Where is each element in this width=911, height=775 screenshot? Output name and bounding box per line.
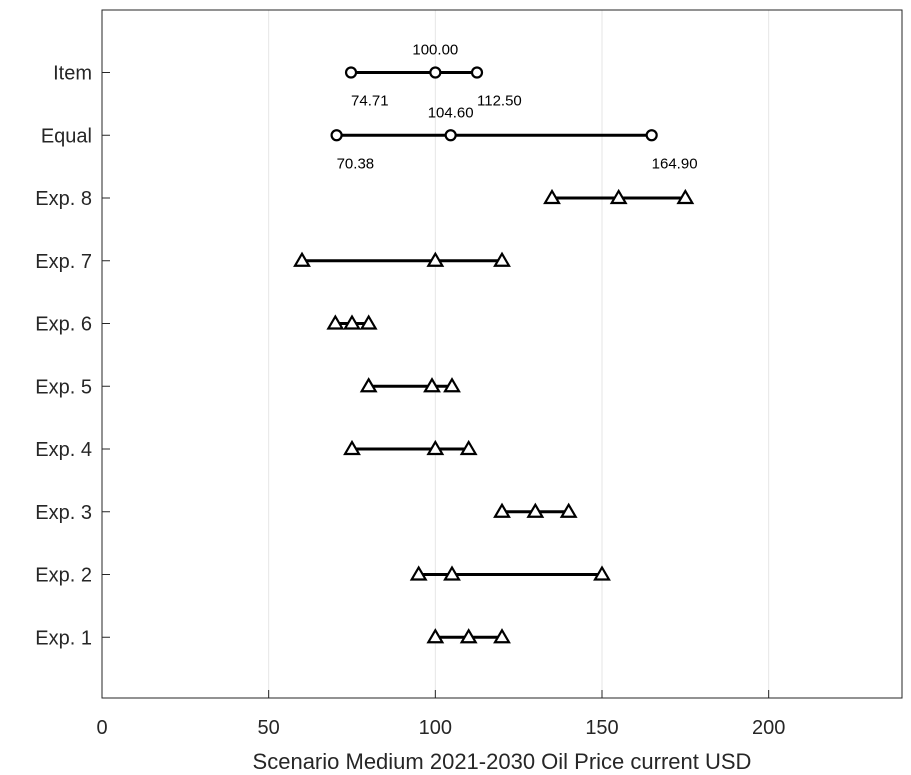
marker-mid-equal [444,129,457,142]
marker-low-item [344,66,358,79]
marker-mid-exp-6 [343,314,361,330]
marker-low-exp-2 [409,565,428,581]
marker-mid-exp-7 [426,251,445,267]
y-tick-label-exp-3: Exp. 3 [35,502,92,524]
data-label-low-equal: 70.38 [337,155,375,172]
y-tick-label-exp-5: Exp. 5 [35,376,92,398]
marker-high-exp-3 [559,502,578,518]
marker-mid-item [429,66,442,79]
grid-lines [268,10,770,698]
y-tick-label-item: Item [53,63,92,85]
marker-mid-exp-3 [526,502,545,518]
marker-low-equal [330,129,343,142]
y-tick-label-exp-8: Exp. 8 [35,188,92,210]
data-label-mid-equal: 104.60 [428,104,474,121]
marker-mid-exp-8 [609,188,628,205]
marker-mid-exp-5 [423,377,441,393]
marker-low-exp-3 [493,502,511,518]
axis-ticks [101,72,770,698]
marker-low-exp-6 [326,314,345,330]
marker-high-exp-4 [459,439,478,456]
y-tick-label-exp-7: Exp. 7 [35,251,92,273]
x-tick-label-0: 0 [96,717,107,739]
x-tick-label-150: 150 [585,717,618,739]
marker-high-exp-7 [493,251,511,267]
data-label-low-item: 74.71 [351,93,389,110]
marker-high-exp-8 [676,188,695,205]
x-axis-title: Scenario Medium 2021-2030 Oil Price curr… [253,749,752,774]
label-layer: 0 50 100 150 200 Item 74.71 100.00 112.50 Equal 70… [35,42,785,740]
y-tick-label-exp-2: Exp. 2 [35,565,92,587]
marker-mid-exp-1 [459,628,478,644]
marker-high-item [470,66,484,79]
marker-high-equal [645,129,658,142]
marker-low-exp-8 [543,188,561,205]
y-tick-label-exp-6: Exp. 6 [35,314,92,336]
marker-mid-exp-4 [426,439,445,456]
x-tick-label-50: 50 [258,717,280,739]
data-label-high-equal: 164.90 [652,155,698,172]
y-tick-label-equal: Equal [41,125,92,147]
data-layer [293,66,695,644]
x-tick-label-100: 100 [419,717,452,739]
y-tick-label-exp-1: Exp. 1 [35,627,92,649]
data-label-high-item: 112.50 [477,93,522,110]
x-tick-label-200: 200 [752,717,785,739]
plot-frame [101,9,903,699]
marker-high-exp-6 [359,314,378,330]
marker-low-exp-4 [343,439,361,456]
marker-high-exp-2 [593,565,611,581]
marker-high-exp-5 [443,377,461,393]
y-tick-label-exp-4: Exp. 4 [35,439,92,461]
data-label-mid-item: 100.00 [412,42,458,59]
marker-low-exp-1 [426,628,445,644]
marker-low-exp-7 [293,251,311,267]
marker-low-exp-5 [359,377,378,393]
marker-mid-exp-2 [443,565,461,581]
marker-high-exp-1 [493,628,511,644]
